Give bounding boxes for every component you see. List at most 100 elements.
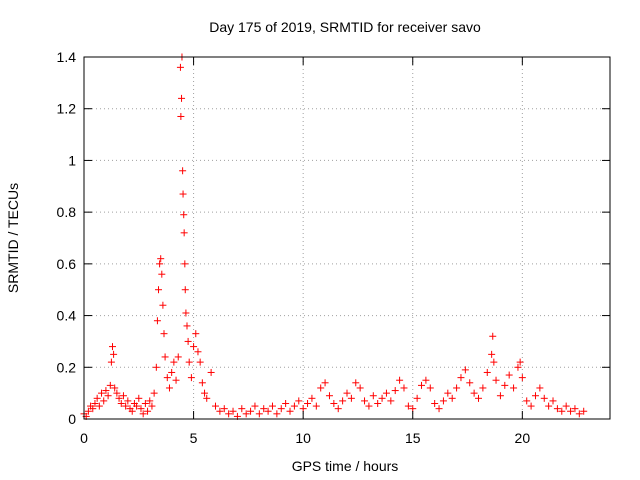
data-point bbox=[439, 397, 447, 405]
data-point bbox=[163, 374, 171, 382]
data-point bbox=[198, 379, 206, 387]
data-point bbox=[183, 322, 191, 330]
data-points bbox=[80, 53, 588, 420]
data-point bbox=[153, 317, 161, 325]
data-point bbox=[282, 399, 290, 407]
data-point bbox=[152, 363, 160, 371]
data-point bbox=[567, 407, 575, 415]
data-point bbox=[93, 394, 101, 402]
data-point bbox=[378, 394, 386, 402]
data-point bbox=[431, 399, 439, 407]
data-point bbox=[110, 350, 118, 358]
data-point bbox=[409, 405, 417, 413]
data-point bbox=[247, 407, 255, 415]
data-point bbox=[207, 368, 215, 376]
data-point bbox=[325, 392, 333, 400]
data-point bbox=[558, 407, 566, 415]
data-point bbox=[220, 405, 228, 413]
data-point bbox=[146, 397, 154, 405]
data-point bbox=[180, 229, 188, 237]
data-point bbox=[148, 402, 156, 410]
data-point bbox=[435, 405, 443, 413]
data-point bbox=[514, 363, 522, 371]
data-point bbox=[137, 405, 145, 413]
x-tick-label: 10 bbox=[295, 430, 311, 446]
data-point bbox=[553, 405, 561, 413]
data-point bbox=[396, 376, 404, 384]
data-point bbox=[549, 397, 557, 405]
data-point bbox=[251, 402, 259, 410]
data-point bbox=[139, 410, 147, 418]
data-point bbox=[347, 394, 355, 402]
data-point bbox=[180, 211, 188, 219]
data-point bbox=[176, 63, 184, 71]
data-point bbox=[184, 337, 192, 345]
data-point bbox=[161, 353, 169, 361]
x-tick-label: 15 bbox=[405, 430, 421, 446]
data-point bbox=[321, 379, 329, 387]
data-point bbox=[128, 407, 136, 415]
x-tick-label: 5 bbox=[190, 430, 198, 446]
data-point bbox=[185, 358, 193, 366]
grid-lines bbox=[84, 57, 610, 419]
data-point bbox=[295, 397, 303, 405]
data-point bbox=[343, 389, 351, 397]
data-point bbox=[181, 286, 189, 294]
data-point bbox=[365, 402, 373, 410]
data-point bbox=[312, 402, 320, 410]
data-point bbox=[168, 368, 176, 376]
data-point bbox=[264, 407, 272, 415]
data-point bbox=[170, 358, 178, 366]
data-point bbox=[523, 397, 531, 405]
data-point bbox=[98, 389, 106, 397]
data-point bbox=[106, 381, 114, 389]
data-point bbox=[516, 358, 524, 366]
data-point bbox=[374, 399, 382, 407]
data-point bbox=[95, 402, 103, 410]
data-point bbox=[470, 389, 478, 397]
data-point bbox=[255, 410, 263, 418]
data-point bbox=[461, 366, 469, 374]
data-point bbox=[187, 374, 195, 382]
data-point bbox=[545, 402, 553, 410]
data-point bbox=[308, 394, 316, 402]
data-point bbox=[182, 309, 190, 317]
y-tick-label: 0 bbox=[68, 411, 76, 427]
data-point bbox=[165, 384, 173, 392]
data-point bbox=[155, 286, 163, 294]
data-point bbox=[580, 407, 588, 415]
data-point bbox=[190, 343, 198, 351]
data-point bbox=[304, 399, 312, 407]
data-point bbox=[369, 392, 377, 400]
data-point bbox=[124, 397, 132, 405]
data-point bbox=[115, 394, 123, 402]
data-point bbox=[492, 376, 500, 384]
data-point bbox=[286, 407, 294, 415]
x-axis-label: GPS time / hours bbox=[292, 458, 399, 474]
data-point bbox=[356, 384, 364, 392]
plot-frame bbox=[83, 56, 611, 420]
data-point bbox=[157, 255, 165, 263]
data-point bbox=[489, 332, 497, 340]
data-point bbox=[422, 376, 430, 384]
data-point bbox=[466, 379, 474, 387]
data-point bbox=[216, 407, 224, 415]
data-point bbox=[156, 260, 164, 268]
data-point bbox=[426, 384, 434, 392]
data-point bbox=[299, 405, 307, 413]
data-point bbox=[413, 394, 421, 402]
x-tick-label: 0 bbox=[80, 430, 88, 446]
data-point bbox=[290, 402, 298, 410]
data-point bbox=[475, 394, 482, 402]
data-point bbox=[418, 381, 426, 389]
data-point bbox=[277, 405, 285, 413]
y-tick-label: 1.4 bbox=[57, 49, 77, 65]
data-point bbox=[540, 394, 548, 402]
data-point bbox=[483, 368, 491, 376]
y-axis-label: SRMTID / TECUs bbox=[5, 183, 21, 293]
data-point bbox=[196, 358, 204, 366]
data-point bbox=[562, 402, 570, 410]
data-point bbox=[89, 405, 97, 413]
data-point bbox=[400, 384, 408, 392]
